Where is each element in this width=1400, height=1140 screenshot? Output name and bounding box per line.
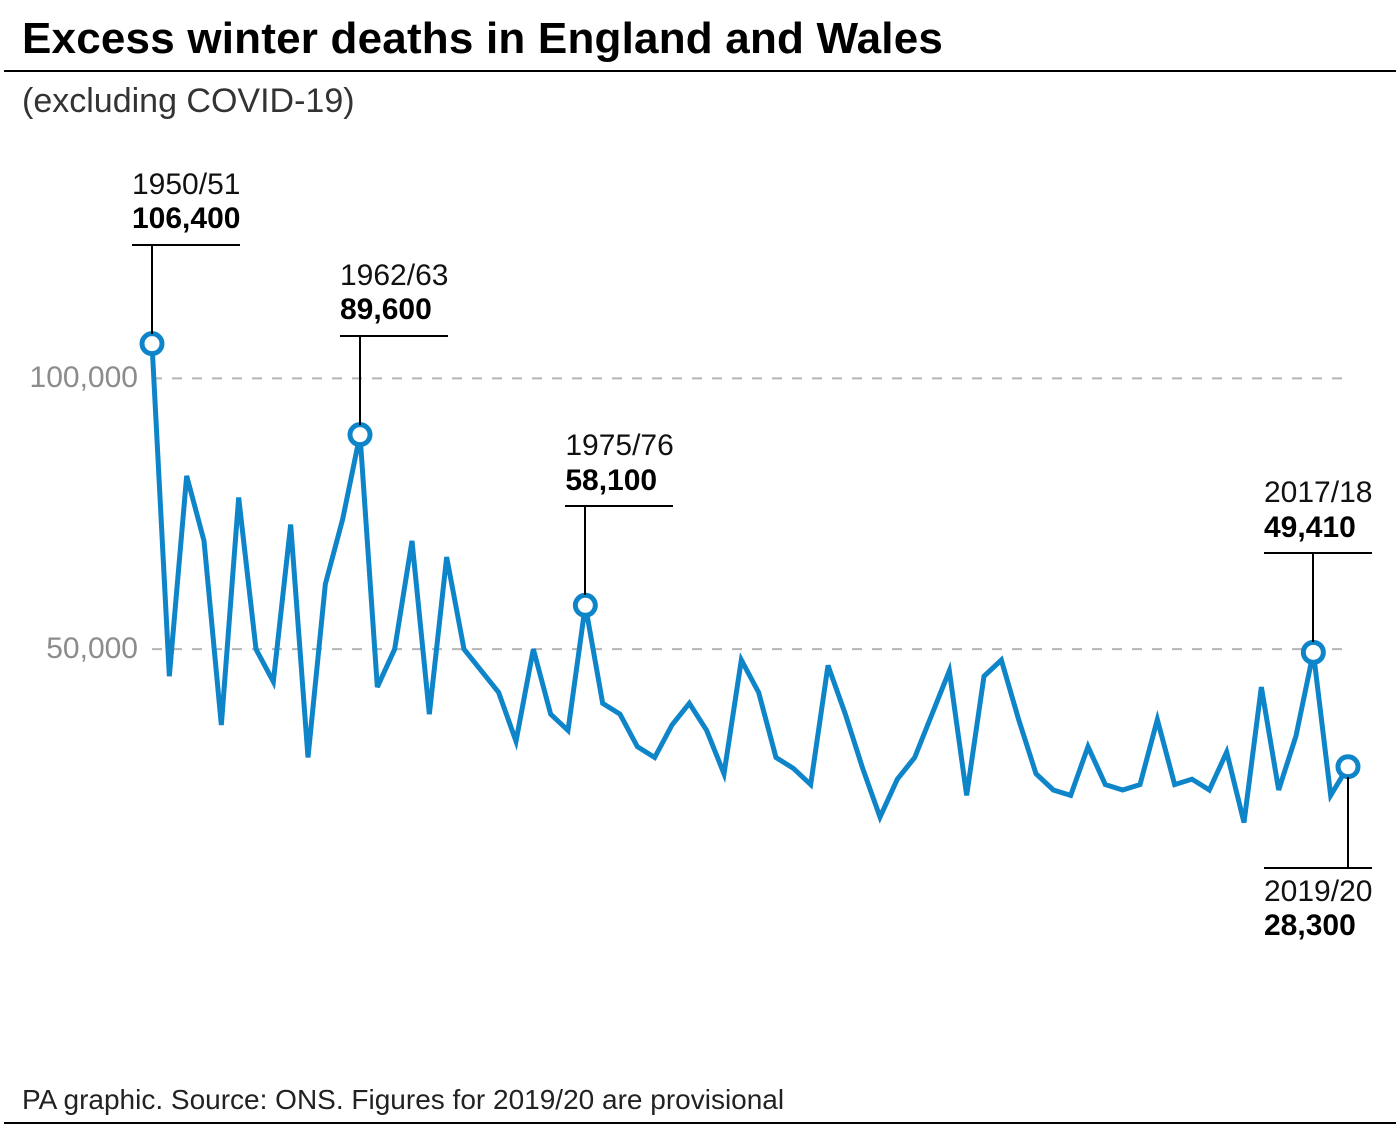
- callout: 2019/2028,300: [1264, 875, 1372, 944]
- data-marker: [350, 425, 370, 445]
- callout-stem: [1312, 552, 1314, 642]
- chart-container: Excess winter deaths in England and Wale…: [0, 0, 1400, 1140]
- callout-value: 49,410: [1264, 511, 1372, 546]
- data-marker: [142, 334, 162, 354]
- callout-stem: [584, 505, 586, 595]
- callout-value: 28,300: [1264, 909, 1372, 944]
- callout: 2017/1849,410: [1264, 476, 1372, 545]
- callout-underline: [132, 244, 240, 246]
- chart-svg: [22, 150, 1378, 1070]
- callout: 1962/6389,600: [340, 259, 448, 328]
- callout-underline: [1264, 552, 1372, 554]
- callout: 1975/7658,100: [565, 429, 673, 498]
- callout-year: 1950/51: [132, 168, 240, 203]
- y-axis-label: 100,000: [22, 361, 138, 395]
- chart-title: Excess winter deaths in England and Wale…: [0, 0, 1400, 70]
- data-marker: [1338, 757, 1358, 777]
- y-axis-label: 50,000: [22, 632, 138, 666]
- data-marker: [1303, 642, 1323, 662]
- data-line: [152, 344, 1348, 823]
- callout-value: 58,100: [565, 464, 673, 499]
- chart-footer-caption: PA graphic. Source: ONS. Figures for 201…: [22, 1084, 784, 1116]
- callout-underline: [1264, 867, 1372, 869]
- callout-value: 106,400: [132, 202, 240, 237]
- callout-year: 1962/63: [340, 259, 448, 294]
- data-marker: [575, 595, 595, 615]
- callout-year: 2019/20: [1264, 875, 1372, 910]
- callout-stem: [359, 335, 361, 425]
- callout: 1950/51106,400: [132, 168, 240, 237]
- callout-stem: [1347, 777, 1349, 867]
- plot-area: 50,000 100,000 1950/51106,400 1962/6389,600…: [22, 150, 1378, 1070]
- footer-divider: [4, 1122, 1396, 1124]
- callout-stem: [151, 244, 153, 334]
- chart-subtitle: (excluding COVID-19): [0, 72, 1400, 121]
- callout-underline: [340, 335, 448, 337]
- callout-underline: [565, 505, 673, 507]
- callout-year: 2017/18: [1264, 476, 1372, 511]
- callout-value: 89,600: [340, 293, 448, 328]
- callout-year: 1975/76: [565, 429, 673, 464]
